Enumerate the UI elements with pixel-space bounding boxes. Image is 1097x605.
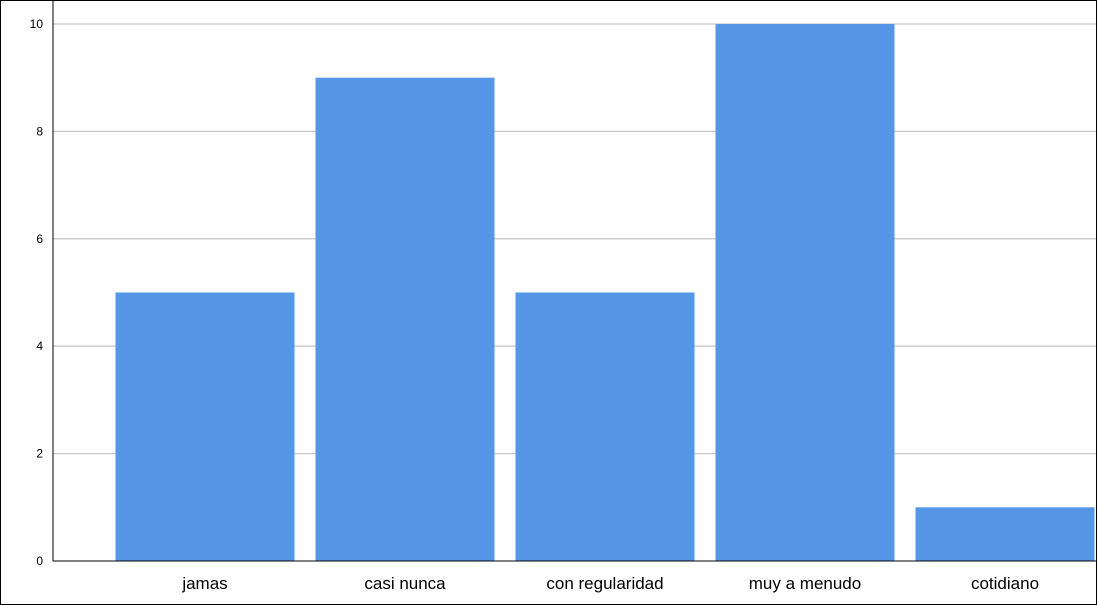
bar-casi-nunca	[315, 77, 495, 561]
y-tick-labels: 0 2 4 6 8 10	[30, 17, 44, 568]
axes	[52, 1, 1096, 562]
x-tick-label-muy-a-menudo: muy a menudo	[749, 574, 861, 593]
bar-jamas	[115, 292, 295, 561]
y-tick-label-2: 2	[36, 447, 43, 461]
x-tick-label-casi-nunca: casi nunca	[364, 574, 446, 593]
x-tick-label-jamas: jamas	[181, 574, 227, 593]
y-tick-label-8: 8	[36, 124, 43, 138]
bars	[115, 24, 1095, 561]
y-tick-label-10: 10	[30, 17, 44, 31]
bar-muy-a-menudo	[715, 24, 895, 561]
x-category-labels: jamas casi nunca con regularidad muy a menu…	[181, 574, 1039, 593]
y-tick-label-6: 6	[36, 232, 43, 246]
bar-cotidiano	[915, 507, 1095, 561]
x-tick-label-cotidiano: cotidiano	[971, 574, 1039, 593]
x-tick-label-con-regularidad: con regularidad	[546, 574, 663, 593]
bar-con-regularidad	[515, 292, 695, 561]
y-tick-label-4: 4	[36, 339, 43, 353]
y-tick-label-0: 0	[36, 554, 43, 568]
